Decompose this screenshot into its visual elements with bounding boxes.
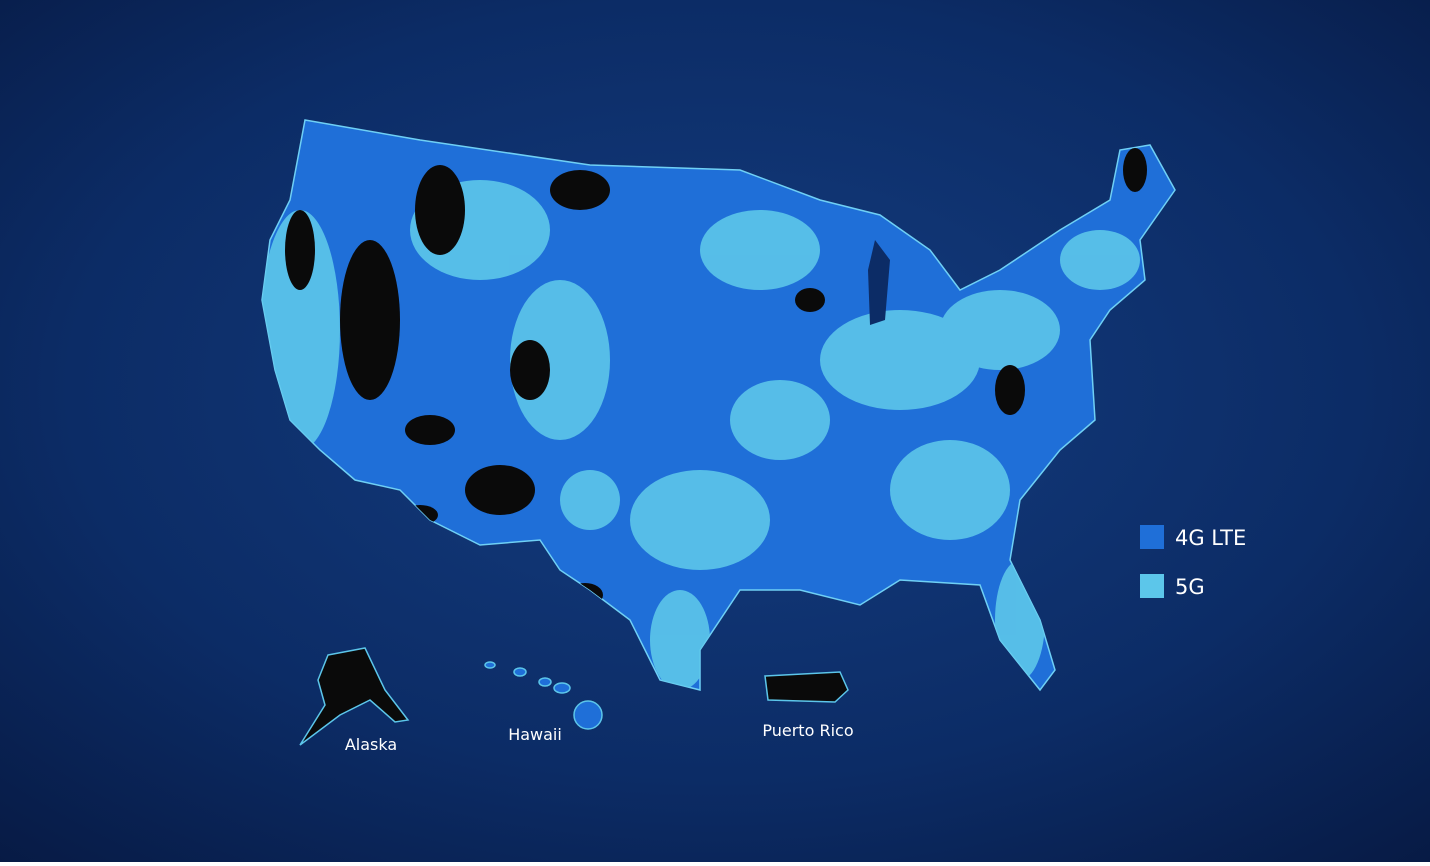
- legend-swatch: [1140, 525, 1164, 549]
- region-label: Alaska: [345, 735, 397, 754]
- legend-swatch: [1140, 574, 1164, 598]
- puerto-rico-shape: [764, 671, 849, 703]
- hawaii-shape: [484, 661, 603, 730]
- coverage-patches: [262, 148, 1147, 690]
- legend-label: 4G LTE: [1175, 526, 1246, 550]
- legend-label: 5G: [1175, 575, 1205, 599]
- legend: 4G LTE 5G: [1140, 525, 1246, 599]
- region-label: Puerto Rico: [762, 721, 853, 740]
- contiguous-us: [261, 119, 1176, 691]
- alaska-shape: [299, 647, 410, 746]
- region-label: Hawaii: [508, 725, 562, 744]
- lake-michigan: [868, 240, 890, 325]
